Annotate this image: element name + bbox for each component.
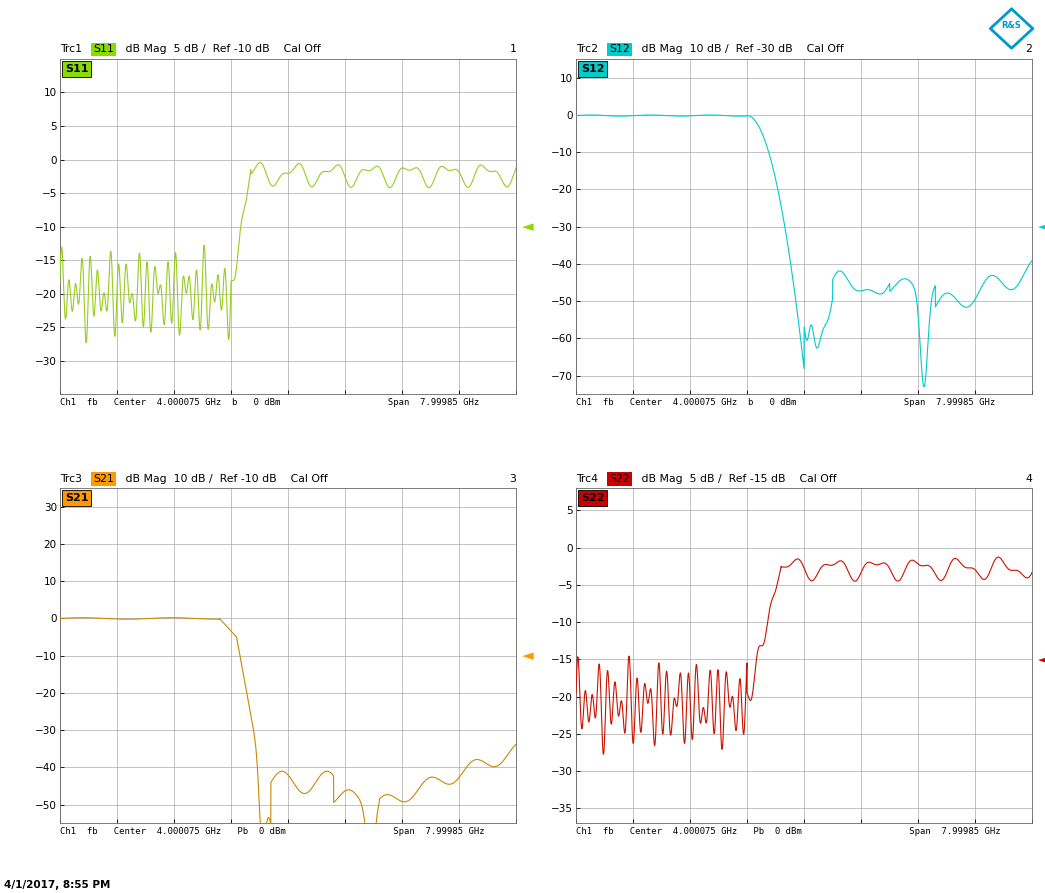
Text: Trc1: Trc1 xyxy=(60,45,85,54)
Text: ◄: ◄ xyxy=(1038,652,1045,667)
Text: S12: S12 xyxy=(581,64,605,74)
Text: Trc4: Trc4 xyxy=(576,473,601,484)
Text: 4: 4 xyxy=(1025,473,1032,484)
Text: dB Mag  10 dB /  Ref -10 dB    Cal Off: dB Mag 10 dB / Ref -10 dB Cal Off xyxy=(122,473,328,484)
Text: ◄: ◄ xyxy=(1038,219,1045,234)
Text: Ch1  fb   Center  4.000075 GHz  b   0 dBm                    Span  7.99985 GHz: Ch1 fb Center 4.000075 GHz b 0 dBm Span … xyxy=(576,397,995,407)
Text: 1: 1 xyxy=(510,45,516,54)
Text: dB Mag  5 dB /  Ref -15 dB    Cal Off: dB Mag 5 dB / Ref -15 dB Cal Off xyxy=(638,473,837,484)
Text: ◄: ◄ xyxy=(521,648,534,663)
Text: 3: 3 xyxy=(510,473,516,484)
Text: S21: S21 xyxy=(93,473,114,484)
Text: dB Mag  10 dB /  Ref -30 dB    Cal Off: dB Mag 10 dB / Ref -30 dB Cal Off xyxy=(638,45,844,54)
Text: Ch1  fb   Center  4.000075 GHz   Pb  0 dBm                    Span  7.99985 GHz: Ch1 fb Center 4.000075 GHz Pb 0 dBm Span… xyxy=(60,827,484,836)
Text: Trc2: Trc2 xyxy=(576,45,601,54)
Text: R&S: R&S xyxy=(1002,21,1021,29)
Text: 2: 2 xyxy=(1025,45,1032,54)
Text: ◄: ◄ xyxy=(521,219,534,234)
Text: Trc3: Trc3 xyxy=(60,473,85,484)
Text: S22: S22 xyxy=(609,473,630,484)
Text: Ch1  fb   Center  4.000075 GHz  b   0 dBm                    Span  7.99985 GHz: Ch1 fb Center 4.000075 GHz b 0 dBm Span … xyxy=(60,397,479,407)
Text: S12: S12 xyxy=(609,45,630,54)
Text: S11: S11 xyxy=(93,45,114,54)
Text: S11: S11 xyxy=(65,64,89,74)
Text: 4/1/2017, 8:55 PM: 4/1/2017, 8:55 PM xyxy=(4,880,111,890)
Text: Ch1  fb   Center  4.000075 GHz   Pb  0 dBm                    Span  7.99985 GHz: Ch1 fb Center 4.000075 GHz Pb 0 dBm Span… xyxy=(576,827,1000,836)
Text: S21: S21 xyxy=(65,493,89,503)
Text: dB Mag  5 dB /  Ref -10 dB    Cal Off: dB Mag 5 dB / Ref -10 dB Cal Off xyxy=(122,45,321,54)
Text: S22: S22 xyxy=(581,493,605,503)
